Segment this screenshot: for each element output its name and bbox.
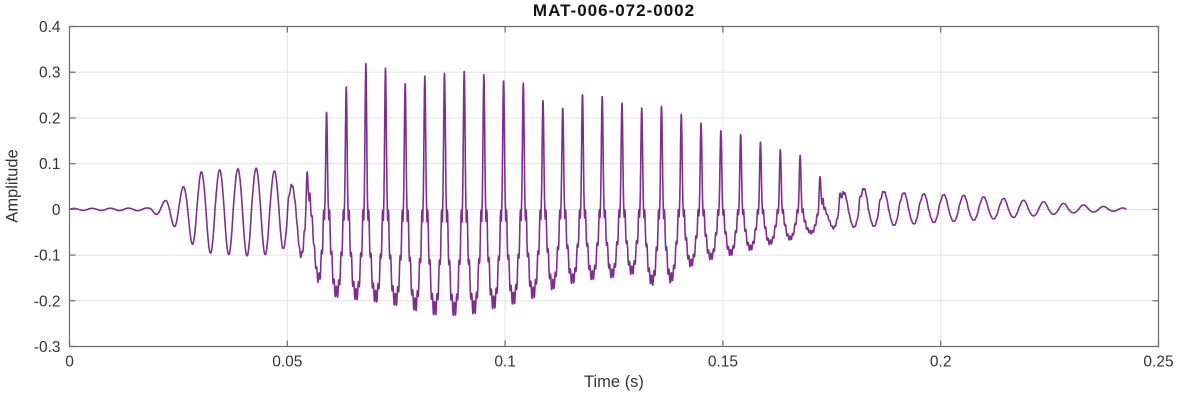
y-tick-label: 0.3 [39, 65, 61, 82]
x-tick-label: 0.1 [494, 354, 516, 371]
y-tick-label: 0.2 [39, 110, 61, 127]
y-tick-label: 0.1 [39, 156, 61, 173]
y-tick-label: 0.4 [39, 19, 61, 36]
y-tick-label: 0 [52, 202, 61, 219]
x-tick-label: 0.25 [1143, 354, 1173, 371]
x-axis-label: Time (s) [584, 373, 644, 391]
x-tick-label: 0 [65, 354, 74, 371]
waveform-line [68, 62, 1127, 317]
y-tick-label: -0.1 [34, 248, 61, 265]
y-tick-label: -0.3 [34, 339, 61, 356]
x-tick-label: 0.05 [272, 354, 302, 371]
x-tick-label: 0.2 [930, 354, 952, 371]
y-tick-label: -0.2 [34, 293, 61, 310]
axes-box [68, 25, 1160, 348]
chart-title: MAT-006-072-0002 [532, 1, 696, 20]
x-tick-label: 0.15 [708, 354, 738, 371]
